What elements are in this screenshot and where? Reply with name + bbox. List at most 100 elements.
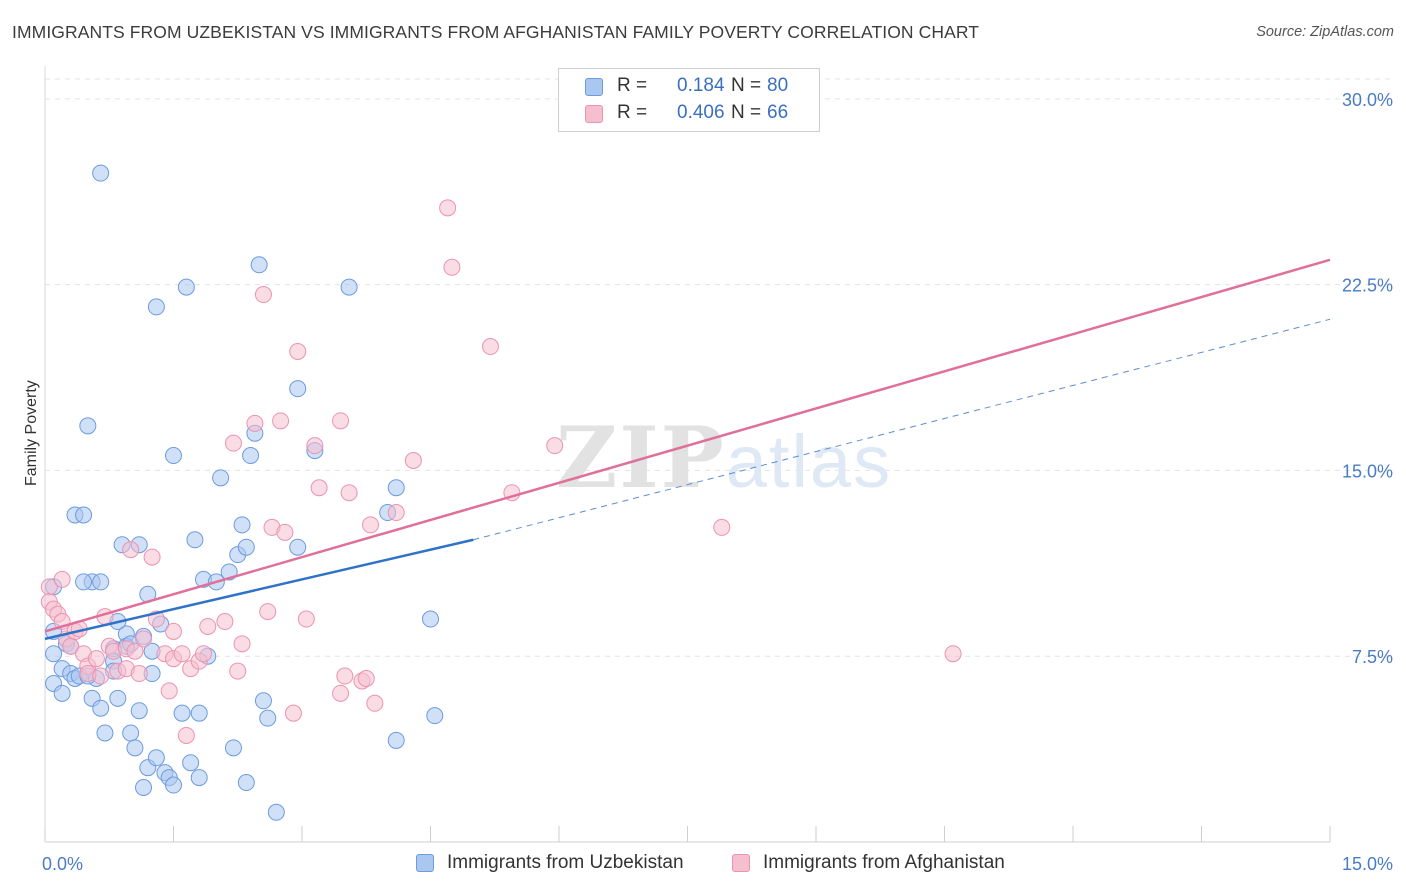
data-point-afghanistan: [143, 548, 161, 566]
data-point-afghanistan: [177, 726, 195, 744]
data-point-uzbekistan: [267, 803, 285, 821]
legend-swatch-uzbekistan: [585, 78, 603, 96]
data-point-afghanistan: [332, 412, 350, 430]
bottom-legend-swatch-uzbekistan: [416, 854, 434, 872]
series-uzbekistan-points: [45, 164, 444, 821]
data-point-uzbekistan: [422, 610, 439, 628]
data-point-uzbekistan: [289, 380, 307, 398]
data-point-afghanistan: [199, 617, 217, 635]
data-point-afghanistan: [126, 642, 144, 660]
data-point-uzbekistan: [212, 469, 230, 487]
data-point-afghanistan: [135, 630, 153, 648]
data-point-afghanistan: [332, 684, 350, 702]
data-point-afghanistan: [165, 622, 182, 640]
legend-r-value: 0.406: [677, 102, 725, 123]
legend-n-label: N =: [731, 75, 762, 96]
data-point-uzbekistan: [126, 739, 144, 757]
data-point-uzbekistan: [426, 707, 444, 725]
data-point-uzbekistan: [135, 779, 153, 796]
data-point-uzbekistan: [340, 278, 358, 296]
data-point-uzbekistan: [237, 538, 255, 556]
data-point-uzbekistan: [387, 479, 405, 497]
data-point-afghanistan: [310, 479, 328, 497]
data-point-uzbekistan: [190, 769, 208, 787]
data-point-uzbekistan: [79, 417, 97, 435]
data-point-uzbekistan: [147, 749, 165, 767]
trend-lines: [44, 258, 1331, 641]
y-tick-label: 22.5%: [1342, 276, 1393, 296]
legend-r-label: R =: [617, 102, 648, 123]
y-tick-label: 30.0%: [1342, 90, 1393, 110]
y-tick-label: 7.5%: [1352, 647, 1393, 667]
data-point-afghanistan: [173, 645, 191, 663]
data-point-afghanistan: [216, 613, 234, 631]
data-point-uzbekistan: [122, 724, 140, 742]
data-point-afghanistan: [944, 645, 962, 663]
data-point-afghanistan: [404, 452, 422, 469]
watermark-zip: ZIP: [556, 408, 726, 507]
data-point-afghanistan: [92, 667, 110, 685]
data-point-uzbekistan: [224, 739, 242, 757]
series-afghanistan-points: [40, 199, 962, 744]
y-tick-label: 15.0%: [1342, 461, 1393, 481]
data-point-uzbekistan: [109, 689, 127, 707]
data-point-afghanistan: [546, 437, 564, 455]
legend-r-label: R =: [617, 75, 648, 96]
data-point-uzbekistan: [92, 164, 110, 182]
grid-lines: [45, 78, 1392, 657]
data-point-uzbekistan: [75, 506, 93, 524]
data-point-afghanistan: [53, 570, 71, 588]
trend-line-afghanistan: [44, 258, 1331, 633]
data-point-afghanistan: [276, 523, 294, 541]
trend-line-uzbekistan-extension: [473, 318, 1331, 541]
data-point-uzbekistan: [387, 731, 405, 749]
data-point-afghanistan: [439, 199, 457, 217]
data-point-uzbekistan: [165, 776, 182, 794]
data-point-afghanistan: [194, 645, 212, 663]
bottom-legend-swatch-afghanistan: [732, 854, 750, 872]
correlation-legend: R = 0.184 N = 80 R = 0.406 N = 66: [558, 68, 820, 132]
data-point-afghanistan: [259, 603, 277, 621]
data-point-afghanistan: [387, 504, 405, 522]
data-point-afghanistan: [481, 338, 499, 356]
legend-n-value: 80: [767, 75, 789, 96]
data-point-afghanistan: [284, 704, 302, 722]
data-point-uzbekistan: [242, 447, 260, 465]
watermark: ZIPatlas: [556, 408, 892, 507]
data-point-afghanistan: [254, 286, 272, 304]
data-point-afghanistan: [289, 343, 307, 360]
data-point-afghanistan: [122, 541, 140, 559]
trend-line-uzbekistan: [44, 538, 474, 641]
data-point-uzbekistan: [259, 709, 277, 727]
data-point-uzbekistan: [182, 754, 200, 772]
x-tick-label-min: 0.0%: [42, 854, 83, 874]
data-point-afghanistan: [443, 258, 461, 276]
data-point-afghanistan: [357, 670, 375, 687]
data-point-uzbekistan: [92, 699, 110, 717]
data-point-uzbekistan: [147, 298, 165, 316]
data-point-afghanistan: [297, 610, 315, 628]
data-point-afghanistan: [160, 682, 178, 700]
data-point-afghanistan: [233, 635, 251, 653]
data-point-afghanistan: [340, 484, 358, 502]
data-point-uzbekistan: [237, 774, 255, 792]
data-point-uzbekistan: [254, 692, 272, 710]
tick-labels: 7.5% 15.0% 22.5% 30.0% 0.0% 15.0%: [42, 90, 1393, 874]
data-point-afghanistan: [87, 650, 105, 668]
data-point-afghanistan: [224, 434, 242, 452]
data-point-afghanistan: [229, 662, 247, 680]
axes: [44, 66, 1331, 843]
data-point-afghanistan: [713, 518, 731, 536]
bottom-legend-label: Immigrants from Afghanistan: [763, 852, 1005, 873]
data-point-uzbekistan: [130, 702, 148, 720]
data-point-uzbekistan: [177, 278, 195, 296]
data-point-afghanistan: [272, 412, 290, 430]
watermark-atlas: atlas: [725, 420, 893, 503]
data-point-uzbekistan: [53, 684, 71, 702]
data-point-uzbekistan: [45, 645, 63, 663]
legend-swatch-afghanistan: [585, 105, 603, 123]
chart-title: IMMIGRANTS FROM UZBEKISTAN VS IMMIGRANTS…: [12, 22, 980, 42]
bottom-legend-label: Immigrants from Uzbekistan: [447, 852, 684, 873]
data-point-afghanistan: [336, 667, 354, 685]
data-point-uzbekistan: [233, 516, 251, 534]
